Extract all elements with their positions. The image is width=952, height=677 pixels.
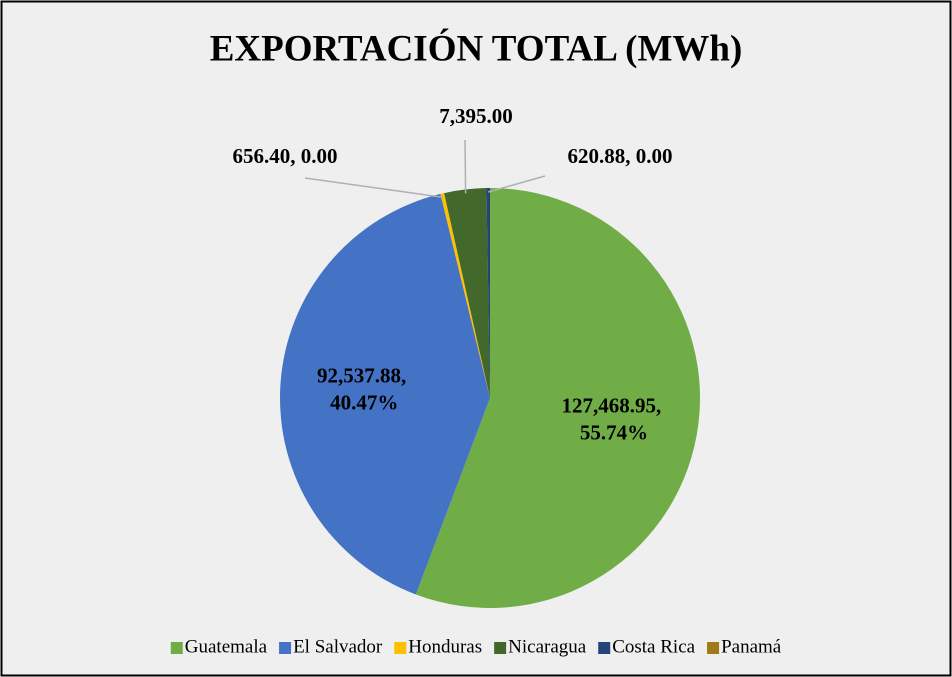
legend-swatch [394, 642, 407, 654]
legend-label: Costa Rica [612, 636, 695, 657]
chart-title: EXPORTACIÓN TOTAL (MWh) [210, 27, 743, 69]
legend-label: El Salvador [293, 636, 383, 657]
pie-slice [415, 188, 701, 609]
legend-swatch [279, 642, 292, 654]
legend-swatch [707, 642, 720, 654]
legend-swatch [170, 642, 183, 654]
legend-swatch [598, 642, 611, 654]
leader-line [304, 177, 444, 199]
data-label: 620.88, 0.00 [568, 144, 673, 168]
leader-line [488, 175, 546, 193]
legend: Guatemala El Salvador Honduras Nicaragua Cos… [170, 636, 782, 657]
data-label: 127,468.95, 55.74% [561, 393, 666, 444]
leader-line [464, 139, 467, 194]
data-label: 92,537.88, 40.47% [317, 363, 412, 414]
legend-label: Honduras [408, 636, 482, 657]
pie-slice [486, 188, 490, 398]
legend-swatch [494, 642, 507, 654]
pie-slice [280, 193, 490, 595]
pie-slice [440, 193, 490, 398]
data-label: 656.40, 0.00 [233, 144, 338, 168]
data-label: 7,395.00 [439, 104, 513, 128]
pie-slice [444, 188, 490, 398]
legend-label: Panamá [721, 636, 782, 657]
legend-label: Guatemala [185, 636, 268, 657]
legend-label: Nicaragua [508, 636, 587, 657]
